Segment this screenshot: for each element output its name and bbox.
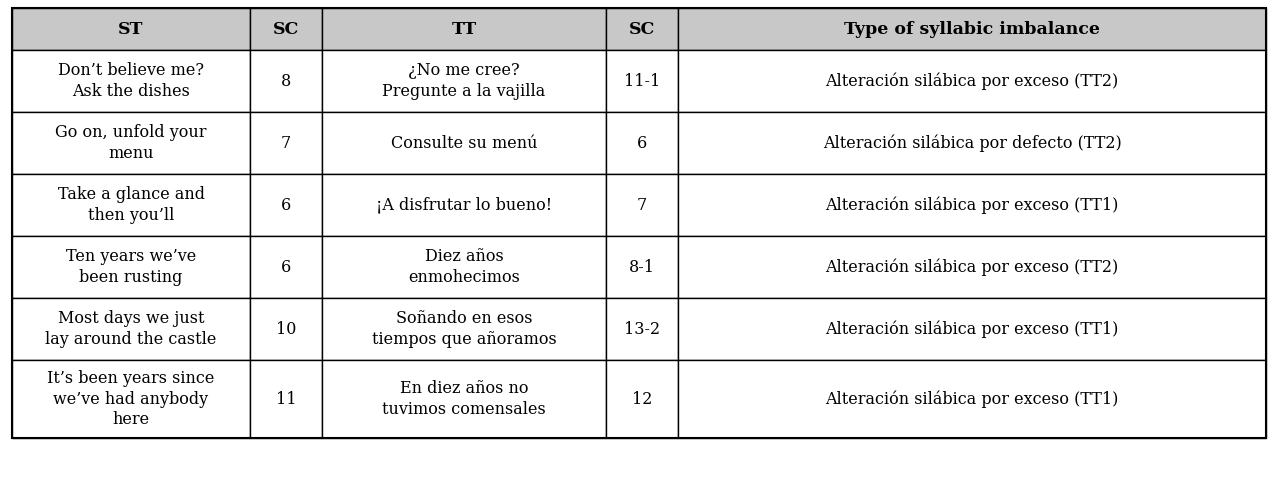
Text: Alteración silábica por exceso (TT1): Alteración silábica por exceso (TT1)	[826, 196, 1119, 214]
Bar	[249, 236, 322, 298]
Text: 6: 6	[280, 258, 291, 275]
Bar	[249, 112, 322, 174]
Text: Go on, unfold your
menu: Go on, unfold your menu	[55, 124, 207, 162]
Bar	[606, 298, 678, 360]
Text: Consulte su menú: Consulte su menú	[391, 134, 538, 151]
Bar	[322, 174, 606, 236]
Bar	[678, 174, 1265, 236]
Text: TT: TT	[451, 20, 477, 37]
Bar	[606, 8, 678, 50]
Bar	[249, 8, 322, 50]
Text: Soñando en esos
tiempos que añoramos: Soñando en esos tiempos que añoramos	[372, 310, 557, 348]
Bar	[12, 236, 249, 298]
Text: SC: SC	[629, 20, 655, 37]
Bar	[678, 298, 1265, 360]
Text: Alteración silábica por defecto (TT2): Alteración silábica por defecto (TT2)	[823, 134, 1121, 152]
Bar	[12, 298, 249, 360]
Text: 6: 6	[280, 197, 291, 214]
Text: 7: 7	[637, 197, 647, 214]
Bar	[249, 298, 322, 360]
Bar	[678, 50, 1265, 112]
Text: Alteración silábica por exceso (TT2): Alteración silábica por exceso (TT2)	[826, 72, 1119, 90]
Text: ¿No me cree?
Pregunte a la vajilla: ¿No me cree? Pregunte a la vajilla	[382, 62, 545, 100]
Bar	[678, 236, 1265, 298]
Text: Most days we just
lay around the castle: Most days we just lay around the castle	[45, 310, 216, 348]
Text: Take a glance and
then you’ll: Take a glance and then you’ll	[58, 186, 204, 224]
Bar	[678, 112, 1265, 174]
Text: Type of syllabic imbalance: Type of syllabic imbalance	[844, 20, 1100, 37]
Text: 10: 10	[275, 321, 296, 338]
Bar	[12, 50, 249, 112]
Text: Alteración silábica por exceso (TT1): Alteración silábica por exceso (TT1)	[826, 320, 1119, 338]
Text: 11: 11	[275, 390, 296, 407]
Text: Diez años
enmohecimos: Diez años enmohecimos	[408, 248, 520, 286]
Bar	[12, 112, 249, 174]
Text: Ten years we’ve
been rusting: Ten years we’ve been rusting	[66, 248, 197, 286]
Text: Don’t believe me?
Ask the dishes: Don’t believe me? Ask the dishes	[58, 62, 204, 100]
Text: SC: SC	[273, 20, 300, 37]
Bar	[249, 50, 322, 112]
Bar	[606, 174, 678, 236]
Bar	[606, 236, 678, 298]
Text: It’s been years since
we’ve had anybody
here: It’s been years since we’ve had anybody …	[48, 370, 215, 428]
Bar	[322, 236, 606, 298]
Bar	[322, 112, 606, 174]
Bar	[322, 8, 606, 50]
Text: 6: 6	[637, 134, 647, 151]
Text: ST: ST	[118, 20, 144, 37]
Text: 8: 8	[280, 73, 291, 90]
Text: 8-1: 8-1	[629, 258, 655, 275]
Bar	[678, 8, 1265, 50]
Bar	[606, 50, 678, 112]
Text: 13-2: 13-2	[624, 321, 660, 338]
Text: Alteración silábica por exceso (TT1): Alteración silábica por exceso (TT1)	[826, 390, 1119, 408]
Bar	[12, 8, 1265, 438]
Text: ¡A disfrutar lo bueno!: ¡A disfrutar lo bueno!	[376, 197, 552, 214]
Bar	[322, 50, 606, 112]
Bar	[678, 360, 1265, 438]
Text: 12: 12	[631, 390, 652, 407]
Bar	[12, 174, 249, 236]
Bar	[12, 8, 249, 50]
Bar	[606, 360, 678, 438]
Bar	[606, 112, 678, 174]
Bar	[322, 298, 606, 360]
Bar	[249, 174, 322, 236]
Text: 11-1: 11-1	[624, 73, 660, 90]
Text: En diez años no
tuvimos comensales: En diez años no tuvimos comensales	[382, 380, 545, 418]
Text: 7: 7	[280, 134, 291, 151]
Text: Alteración silábica por exceso (TT2): Alteración silábica por exceso (TT2)	[826, 258, 1119, 276]
Bar	[249, 360, 322, 438]
Bar	[322, 360, 606, 438]
Bar	[12, 360, 249, 438]
